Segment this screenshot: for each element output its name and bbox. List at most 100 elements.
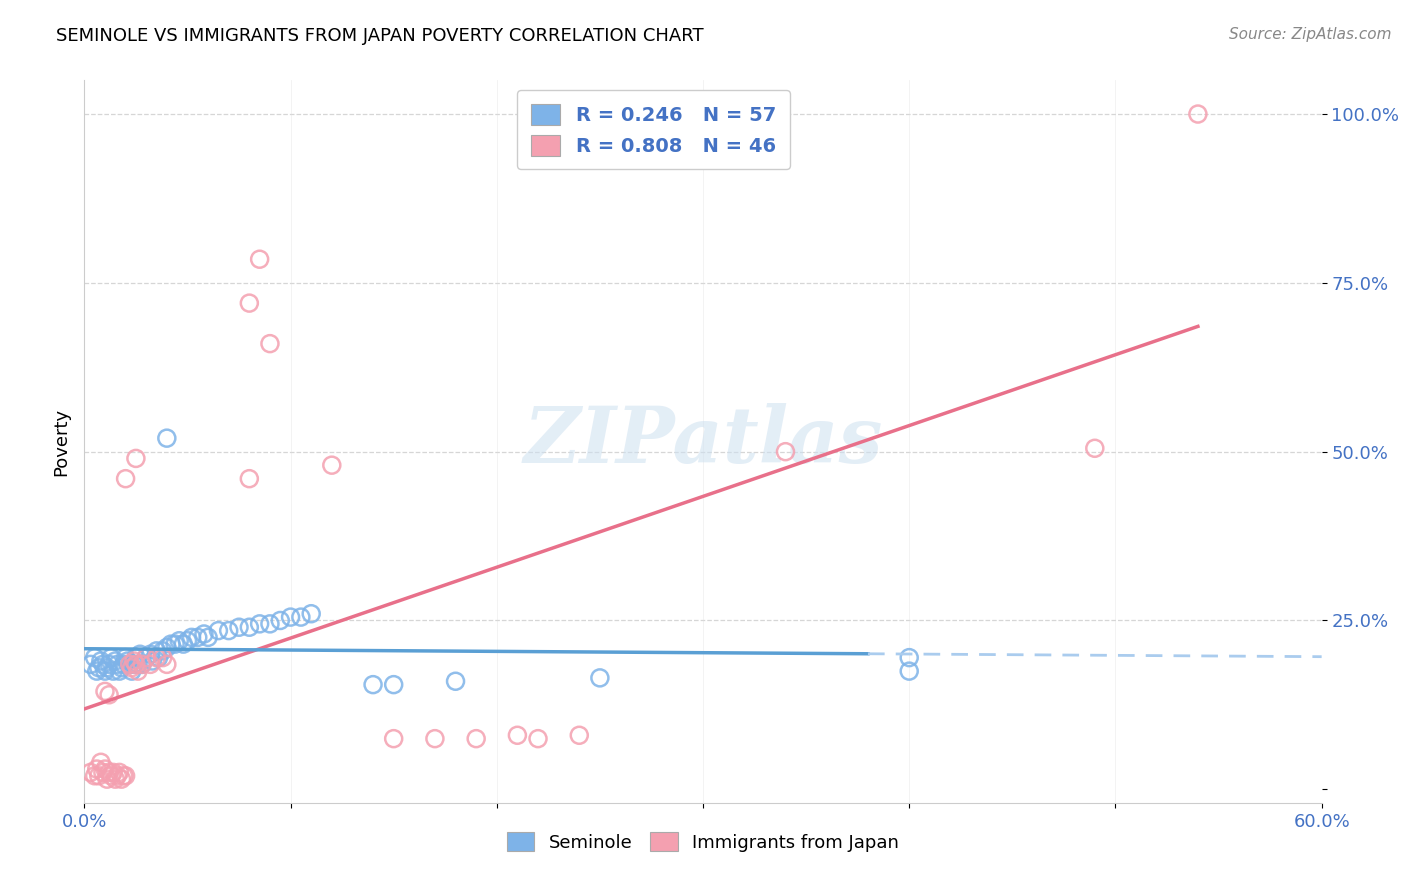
Point [299,607,322,621]
Point [91,765,114,780]
Point [118,657,141,672]
Point [269,614,291,628]
Point [94,762,117,776]
Legend: Seminole, Immigrants from Japan: Seminole, Immigrants from Japan [501,825,905,859]
Point [114,769,136,783]
Point [108,664,131,678]
Point [103,664,125,678]
Point [112,657,135,672]
Point [218,624,240,638]
Point [139,657,162,672]
Point [197,631,219,645]
Point [145,644,167,658]
Point [148,650,170,665]
Point [103,765,125,780]
Point [135,650,157,665]
Point [167,633,190,648]
Point [83,650,105,665]
Point [193,627,215,641]
Point [98,765,121,780]
Point [87,661,110,675]
Point [100,769,122,783]
Point [125,650,148,665]
Point [259,336,281,351]
Point [127,657,149,672]
Point [775,444,797,458]
Point [321,458,343,472]
Point [568,728,591,742]
Point [176,633,198,648]
Point [259,616,281,631]
Point [238,472,260,486]
Point [172,637,194,651]
Point [898,650,921,665]
Point [156,657,179,672]
Point [280,610,302,624]
Point [121,664,143,678]
Point [86,664,108,678]
Point [145,650,167,665]
Point [127,664,149,678]
Point [108,765,131,780]
Point [152,644,174,658]
Point [131,657,153,672]
Point [382,731,405,746]
Point [156,431,179,445]
Point [139,647,162,661]
Point [122,657,145,672]
Point [249,252,271,267]
Point [91,657,114,672]
Point [361,678,384,692]
Point [187,631,209,645]
Point [90,756,112,770]
Point [104,654,127,668]
Point [228,620,250,634]
Point [83,769,105,783]
Point [98,688,121,702]
Point [165,637,187,651]
Point [90,654,112,668]
Point [110,661,132,675]
Point [141,654,163,668]
Point [104,772,127,787]
Point [898,664,921,678]
Point [465,731,488,746]
Point [100,650,122,665]
Point [131,657,153,672]
Point [117,654,139,668]
Point [160,637,183,651]
Point [125,657,148,672]
Text: SEMINOLE VS IMMIGRANTS FROM JAPAN POVERTY CORRELATION CHART: SEMINOLE VS IMMIGRANTS FROM JAPAN POVERT… [56,27,704,45]
Point [94,664,117,678]
Point [207,624,229,638]
Point [105,769,128,783]
Point [114,650,136,665]
Text: Source: ZipAtlas.com: Source: ZipAtlas.com [1229,27,1392,42]
Text: ZIPatlas: ZIPatlas [523,403,883,480]
Point [238,296,260,310]
Point [135,650,157,665]
Point [118,657,141,672]
Point [1187,107,1209,121]
Point [249,616,271,631]
Point [122,654,145,668]
Point [114,472,136,486]
Point [589,671,612,685]
Point [527,731,550,746]
Point [96,772,118,787]
Point [79,765,101,780]
Point [1084,442,1107,456]
Point [98,657,121,672]
Point [87,769,110,783]
Point [506,728,529,742]
Point [112,769,135,783]
Point [121,661,143,675]
Point [238,620,260,634]
Point [110,772,132,787]
Y-axis label: Poverty: Poverty [52,408,70,475]
Point [423,731,446,746]
Point [79,657,101,672]
Point [105,657,128,672]
Point [86,762,108,776]
Point [94,684,117,698]
